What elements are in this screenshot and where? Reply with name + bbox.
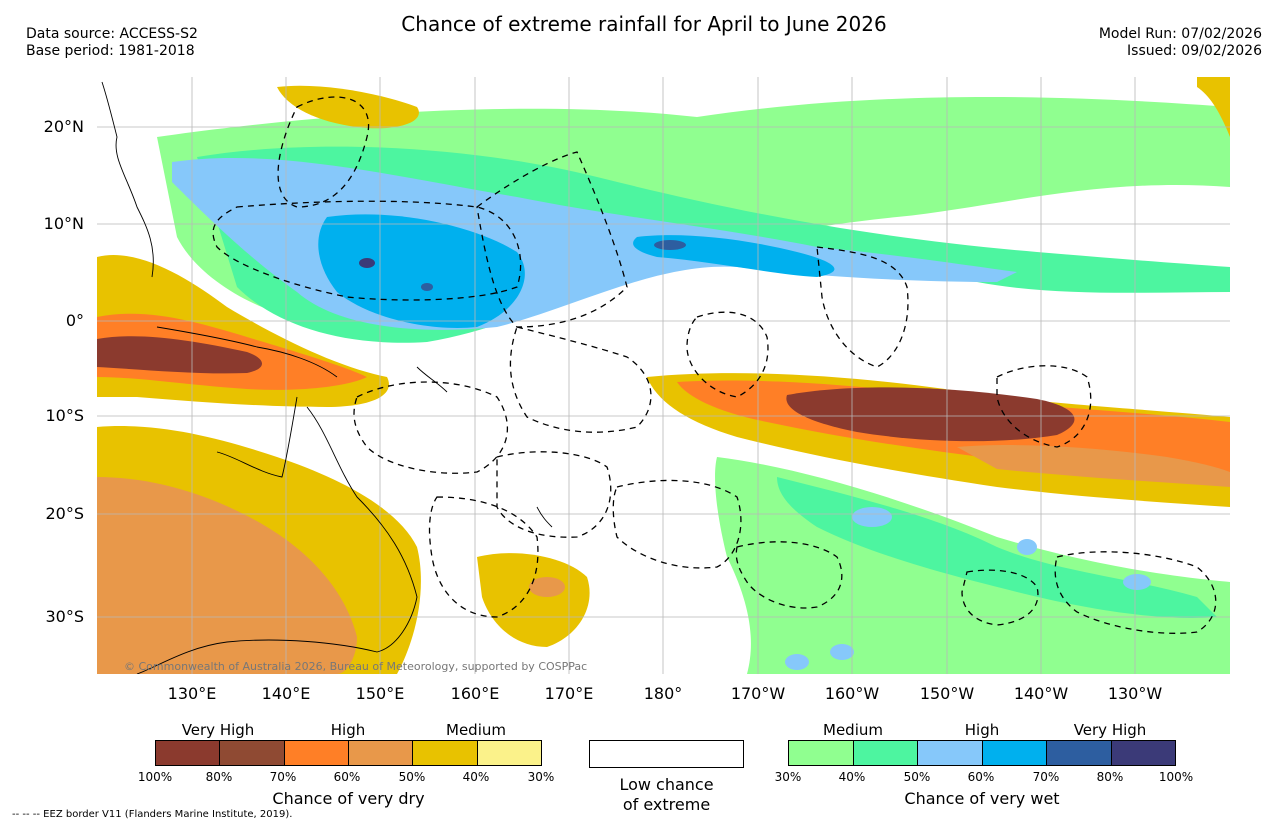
wet-tick: 50% [903,770,931,784]
dry-swatch-3 [283,741,348,765]
lat-label-10n: 10°N [43,214,84,233]
data-source-text: Data source: ACCESS-S2 [26,26,198,42]
lat-label-20s: 20°S [45,504,84,523]
base-period-text: Base period: 1981-2018 [26,43,195,59]
lat-label-30s: 30°S [45,607,84,626]
wet-tick: 30% [774,770,802,784]
lon-label-170w: 170°W [730,684,786,703]
lon-label-140w: 140°W [1013,684,1069,703]
dry-tick: 40% [462,770,490,784]
dry-south-patch-2 [529,577,565,597]
dry-category-medium: Medium [446,721,506,739]
dry-swatch-6 [476,741,541,765]
dry-core-east [786,387,1075,442]
low-chance-line1: Low chance [619,775,714,794]
data-source-block: Data source: ACCESS-S2 Base period: 1981… [26,26,198,60]
wet-patch-2 [1017,539,1037,555]
dry-swatch-2 [219,741,284,765]
dry-category-high: High [330,721,366,739]
wet-patch-3 [1123,574,1151,590]
dry-tick: 100% [137,770,173,784]
eez-footnote: -- -- -- EEZ border V11 (Flanders Marine… [12,809,293,820]
lon-label-130e: 130°E [167,684,217,703]
dry-tick: 70% [269,770,297,784]
eez-borders [212,96,1217,634]
wet-category-medium: Medium [823,721,883,739]
graticule [97,77,1230,674]
wet-swatch-2 [852,741,917,765]
coastlines [101,81,553,674]
wet-core [318,214,525,328]
wet-tick: 80% [1096,770,1124,784]
wet-max-1 [359,258,375,268]
issue-info-block: Model Run: 07/02/2026 Issued: 09/02/2026 [1099,26,1262,60]
dry-swatch-5 [412,741,477,765]
lon-label-160e: 160°E [450,684,500,703]
dry-swatch-1 [156,741,220,765]
copyright-text: © Commonwealth of Australia 2026, Bureau… [124,660,588,673]
dry-tick: 80% [205,770,233,784]
dry-core-west [97,336,262,374]
chart-title: Chance of extreme rainfall for April to … [401,12,887,36]
lon-label-170e: 170°E [544,684,594,703]
lat-label-equator: 0° [65,311,84,330]
dry-tick: 50% [398,770,426,784]
wet-swatch-6 [1110,741,1175,765]
dry-swatch-4 [347,741,413,765]
lat-label-20n: 20°N [43,117,84,136]
wet-patch-4 [785,654,809,670]
wet-tick: 40% [838,770,866,784]
wet-southwest [757,604,1001,674]
lon-label-160w: 160°W [824,684,880,703]
lon-label-150w: 150°W [919,684,975,703]
dry-north-patch-1 [277,85,419,129]
dry-band-east-mid [957,445,1230,487]
dry-australia-high [97,477,357,674]
wet-max-2 [654,240,686,250]
wet-swatch-5 [1046,741,1111,765]
wet-patch-5 [830,644,854,660]
dry-color-bar [155,740,542,766]
wet-legend-title: Chance of very wet [904,789,1060,808]
wet-swatch-1 [789,741,853,765]
wet-tick: 60% [967,770,995,784]
dry-legend-title: Chance of very dry [272,789,425,808]
lon-label-150e: 150°E [355,684,405,703]
dry-tick: 60% [333,770,361,784]
dry-tick: 30% [527,770,555,784]
wet-color-bar [788,740,1176,766]
dry-category-very-high: Very High [181,721,255,739]
low-chance-line2: of extreme [622,795,711,814]
wet-category-high: High [964,721,1000,739]
low-chance-label: Low chance of extreme [589,775,744,815]
dry-north-patch-2 [1197,77,1230,137]
wet-tick: 70% [1032,770,1060,784]
lon-label-130w: 130°W [1107,684,1163,703]
lat-label-10s: 10°S [45,406,84,425]
wet-swatch-4 [981,741,1046,765]
lon-label-180: 180° [643,684,683,703]
wet-patch-1 [852,507,892,527]
model-run-text: Model Run: 07/02/2026 [1098,26,1262,42]
dry-south-patch [477,553,590,647]
lon-label-140e: 140°E [261,684,311,703]
rainfall-map[interactable] [97,77,1230,674]
low-chance-swatch [589,740,744,768]
wet-tick: 100% [1158,770,1194,784]
wet-category-very-high: Very High [1073,721,1147,739]
issued-text: Issued: 09/02/2026 [1127,43,1262,59]
wet-swatch-3 [917,741,982,765]
wet-max-3 [421,283,433,291]
